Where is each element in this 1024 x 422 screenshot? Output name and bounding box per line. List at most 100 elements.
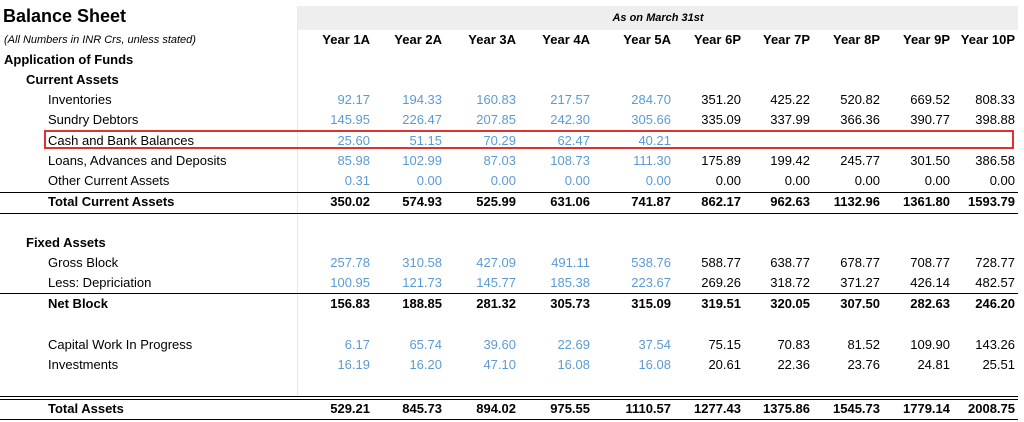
value-cell[interactable]: 217.57 bbox=[550, 92, 590, 107]
value-cell[interactable]: 37.54 bbox=[638, 337, 671, 352]
value-cell[interactable]: 111.30 bbox=[633, 153, 671, 168]
value-cell[interactable]: 51.15 bbox=[409, 133, 442, 148]
value-cell[interactable]: 307.50 bbox=[840, 296, 880, 311]
value-cell[interactable]: 81.52 bbox=[847, 337, 880, 352]
year-header-cell[interactable]: Year 10P bbox=[960, 32, 1015, 47]
value-cell[interactable]: 16.08 bbox=[557, 357, 590, 372]
value-cell[interactable]: 0.00 bbox=[854, 173, 880, 188]
year-header-cell[interactable]: Year 6P bbox=[694, 32, 741, 47]
value-cell[interactable]: 242.30 bbox=[550, 112, 590, 127]
value-cell[interactable]: 708.77 bbox=[910, 255, 950, 270]
value-cell[interactable]: 24.81 bbox=[917, 357, 950, 372]
value-cell[interactable]: 257.78 bbox=[330, 255, 370, 270]
value-cell[interactable]: 337.99 bbox=[770, 112, 810, 127]
value-cell[interactable]: 1110.57 bbox=[625, 401, 671, 416]
value-cell[interactable]: 728.77 bbox=[975, 255, 1015, 270]
value-cell[interactable]: 678.77 bbox=[840, 255, 880, 270]
value-cell[interactable]: 305.73 bbox=[550, 296, 590, 311]
section-fixed-assets[interactable]: Fixed Assets bbox=[26, 235, 106, 250]
value-cell[interactable]: 245.77 bbox=[840, 153, 880, 168]
value-cell[interactable]: 92.17 bbox=[337, 92, 370, 107]
value-cell[interactable]: 0.00 bbox=[564, 173, 590, 188]
row-label[interactable]: Investments bbox=[48, 357, 119, 372]
value-cell[interactable]: 145.77 bbox=[476, 275, 516, 290]
row-label[interactable]: Less: Depriciation bbox=[48, 275, 152, 290]
value-cell[interactable]: 0.00 bbox=[989, 173, 1015, 188]
value-cell[interactable]: 366.36 bbox=[840, 112, 880, 127]
value-cell[interactable]: 320.05 bbox=[770, 296, 810, 311]
value-cell[interactable]: 305.66 bbox=[631, 112, 671, 127]
value-cell[interactable]: 538.76 bbox=[631, 255, 671, 270]
row-label[interactable]: Cash and Bank Balances bbox=[48, 133, 194, 148]
value-cell[interactable]: 318.72 bbox=[770, 275, 810, 290]
value-cell[interactable]: 0.00 bbox=[645, 173, 671, 188]
section-application-of-funds[interactable]: Application of Funds bbox=[4, 52, 134, 67]
value-cell[interactable]: 529.21 bbox=[330, 401, 370, 416]
year-header-cell[interactable]: Year 8P bbox=[833, 32, 880, 47]
row-label[interactable]: Total Assets bbox=[48, 401, 124, 416]
value-cell[interactable]: 398.88 bbox=[975, 112, 1015, 127]
value-cell[interactable]: 0.00 bbox=[490, 173, 516, 188]
value-cell[interactable]: 1375.86 bbox=[763, 401, 810, 416]
value-cell[interactable]: 741.87 bbox=[631, 194, 671, 209]
value-cell[interactable]: 75.15 bbox=[708, 337, 741, 352]
value-cell[interactable]: 1132.96 bbox=[833, 194, 880, 209]
value-cell[interactable]: 87.03 bbox=[483, 153, 516, 168]
value-cell[interactable]: 25.51 bbox=[982, 357, 1015, 372]
value-cell[interactable]: 482.57 bbox=[975, 275, 1015, 290]
value-cell[interactable]: 588.77 bbox=[701, 255, 741, 270]
value-cell[interactable]: 0.00 bbox=[924, 173, 950, 188]
value-cell[interactable]: 109.90 bbox=[910, 337, 950, 352]
value-cell[interactable]: 525.99 bbox=[476, 194, 516, 209]
value-cell[interactable]: 160.83 bbox=[476, 92, 516, 107]
value-cell[interactable]: 22.36 bbox=[777, 357, 810, 372]
value-cell[interactable]: 16.08 bbox=[638, 357, 671, 372]
value-cell[interactable]: 40.21 bbox=[638, 133, 671, 148]
value-cell[interactable]: 845.73 bbox=[402, 401, 442, 416]
value-cell[interactable]: 491.11 bbox=[551, 255, 590, 270]
row-label[interactable]: Total Current Assets bbox=[48, 194, 175, 209]
value-cell[interactable]: 1779.14 bbox=[903, 401, 950, 416]
value-cell[interactable]: 70.83 bbox=[777, 337, 810, 352]
value-cell[interactable]: 1593.79 bbox=[968, 194, 1015, 209]
value-cell[interactable]: 335.09 bbox=[701, 112, 741, 127]
row-label[interactable]: Net Block bbox=[48, 296, 108, 311]
value-cell[interactable]: 284.70 bbox=[631, 92, 671, 107]
value-cell[interactable]: 426.14 bbox=[910, 275, 950, 290]
value-cell[interactable]: 121.73 bbox=[402, 275, 442, 290]
value-cell[interactable]: 22.69 bbox=[557, 337, 590, 352]
value-cell[interactable]: 319.51 bbox=[701, 296, 741, 311]
value-cell[interactable]: 0.00 bbox=[715, 173, 741, 188]
value-cell[interactable]: 185.38 bbox=[550, 275, 590, 290]
value-cell[interactable]: 351.20 bbox=[701, 92, 741, 107]
value-cell[interactable]: 47.10 bbox=[483, 357, 516, 372]
value-cell[interactable]: 145.95 bbox=[330, 112, 370, 127]
value-cell[interactable]: 631.06 bbox=[550, 194, 590, 209]
value-cell[interactable]: 207.85 bbox=[476, 112, 516, 127]
value-cell[interactable]: 894.02 bbox=[476, 401, 516, 416]
value-cell[interactable]: 301.50 bbox=[910, 153, 950, 168]
value-cell[interactable]: 638.77 bbox=[770, 255, 810, 270]
value-cell[interactable]: 2008.75 bbox=[968, 401, 1015, 416]
year-header-cell[interactable]: Year 4A bbox=[542, 32, 590, 47]
value-cell[interactable]: 143.26 bbox=[975, 337, 1015, 352]
value-cell[interactable]: 16.20 bbox=[409, 357, 442, 372]
row-label[interactable]: Gross Block bbox=[48, 255, 119, 270]
value-cell[interactable]: 975.55 bbox=[550, 401, 590, 416]
units-note[interactable]: (All Numbers in INR Crs, unless stated) bbox=[4, 34, 196, 46]
value-cell[interactable]: 0.00 bbox=[416, 173, 442, 188]
value-cell[interactable]: 425.22 bbox=[770, 92, 810, 107]
value-cell[interactable]: 520.82 bbox=[840, 92, 880, 107]
value-cell[interactable]: 65.74 bbox=[409, 337, 442, 352]
value-cell[interactable]: 350.02 bbox=[330, 194, 370, 209]
value-cell[interactable]: 199.42 bbox=[770, 153, 810, 168]
row-label[interactable]: Other Current Assets bbox=[48, 173, 170, 188]
value-cell[interactable]: 70.29 bbox=[483, 133, 516, 148]
value-cell[interactable]: 862.17 bbox=[701, 194, 741, 209]
value-cell[interactable]: 85.98 bbox=[337, 153, 370, 168]
value-cell[interactable]: 1277.43 bbox=[694, 401, 741, 416]
value-cell[interactable]: 102.99 bbox=[402, 153, 442, 168]
value-cell[interactable]: 962.63 bbox=[770, 194, 810, 209]
value-cell[interactable]: 23.76 bbox=[847, 357, 880, 372]
value-cell[interactable]: 100.95 bbox=[330, 275, 370, 290]
